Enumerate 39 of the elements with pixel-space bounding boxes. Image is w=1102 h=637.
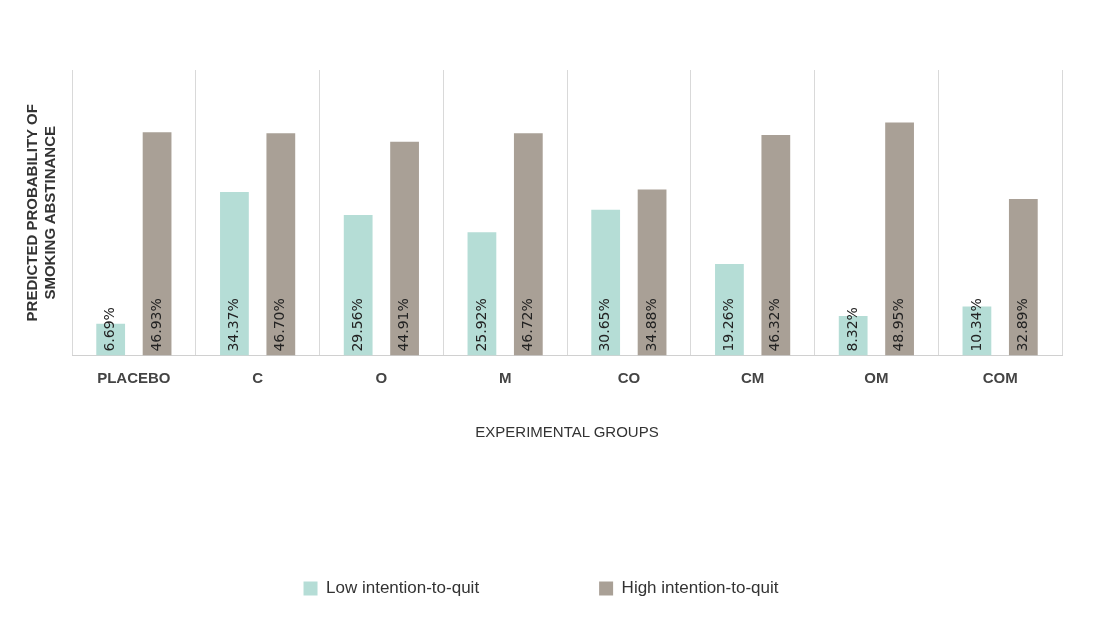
bar: [591, 209, 621, 356]
x-axis-title: EXPERIMENTAL GROUPS: [475, 422, 659, 440]
data-label: 48.95%: [890, 298, 907, 352]
x-tick-label: CM: [740, 368, 765, 386]
data-label: 46.32%: [766, 298, 783, 352]
bar: [513, 133, 543, 356]
data-label: 6.69%: [101, 307, 118, 352]
data-label: 19.26%: [720, 298, 737, 352]
x-tick-label: CO: [617, 368, 641, 386]
bar: [343, 214, 373, 356]
legend-label: High intention-to-quit: [621, 578, 779, 598]
data-label: 8.32%: [843, 307, 860, 352]
data-label: 32.89%: [1013, 298, 1030, 352]
bar: [637, 189, 667, 356]
bar: [390, 141, 419, 356]
bar: [142, 132, 172, 356]
data-label: 10.34%: [967, 298, 984, 352]
data-label: 46.70%: [271, 298, 288, 352]
bar: [266, 133, 296, 356]
data-label: 34.88%: [642, 298, 659, 352]
bar: [220, 192, 249, 356]
bar: [885, 122, 914, 356]
data-label: 44.91%: [395, 298, 412, 352]
x-tick-label: O: [375, 368, 388, 386]
data-label: 30.65%: [596, 298, 613, 352]
data-label: 46.93%: [147, 298, 164, 352]
data-label: 29.56%: [348, 298, 365, 352]
bar: [1008, 199, 1038, 356]
data-label: 46.72%: [518, 298, 535, 352]
x-tick-label: OM: [864, 368, 889, 386]
x-tick-label: M: [498, 368, 512, 386]
x-tick-label: COM: [982, 368, 1018, 386]
bar: [761, 135, 791, 356]
y-axis-title: PREDICTED PROBABILITY OF SMOKING ABSTINANCE: [23, 104, 59, 322]
x-tick-label: PLACEBO: [97, 368, 171, 386]
data-label: 25.92%: [472, 298, 489, 352]
legend-label: Low intention-to-quit: [326, 578, 480, 598]
x-tick-label: C: [252, 368, 264, 386]
data-label: 34.37%: [225, 298, 242, 352]
